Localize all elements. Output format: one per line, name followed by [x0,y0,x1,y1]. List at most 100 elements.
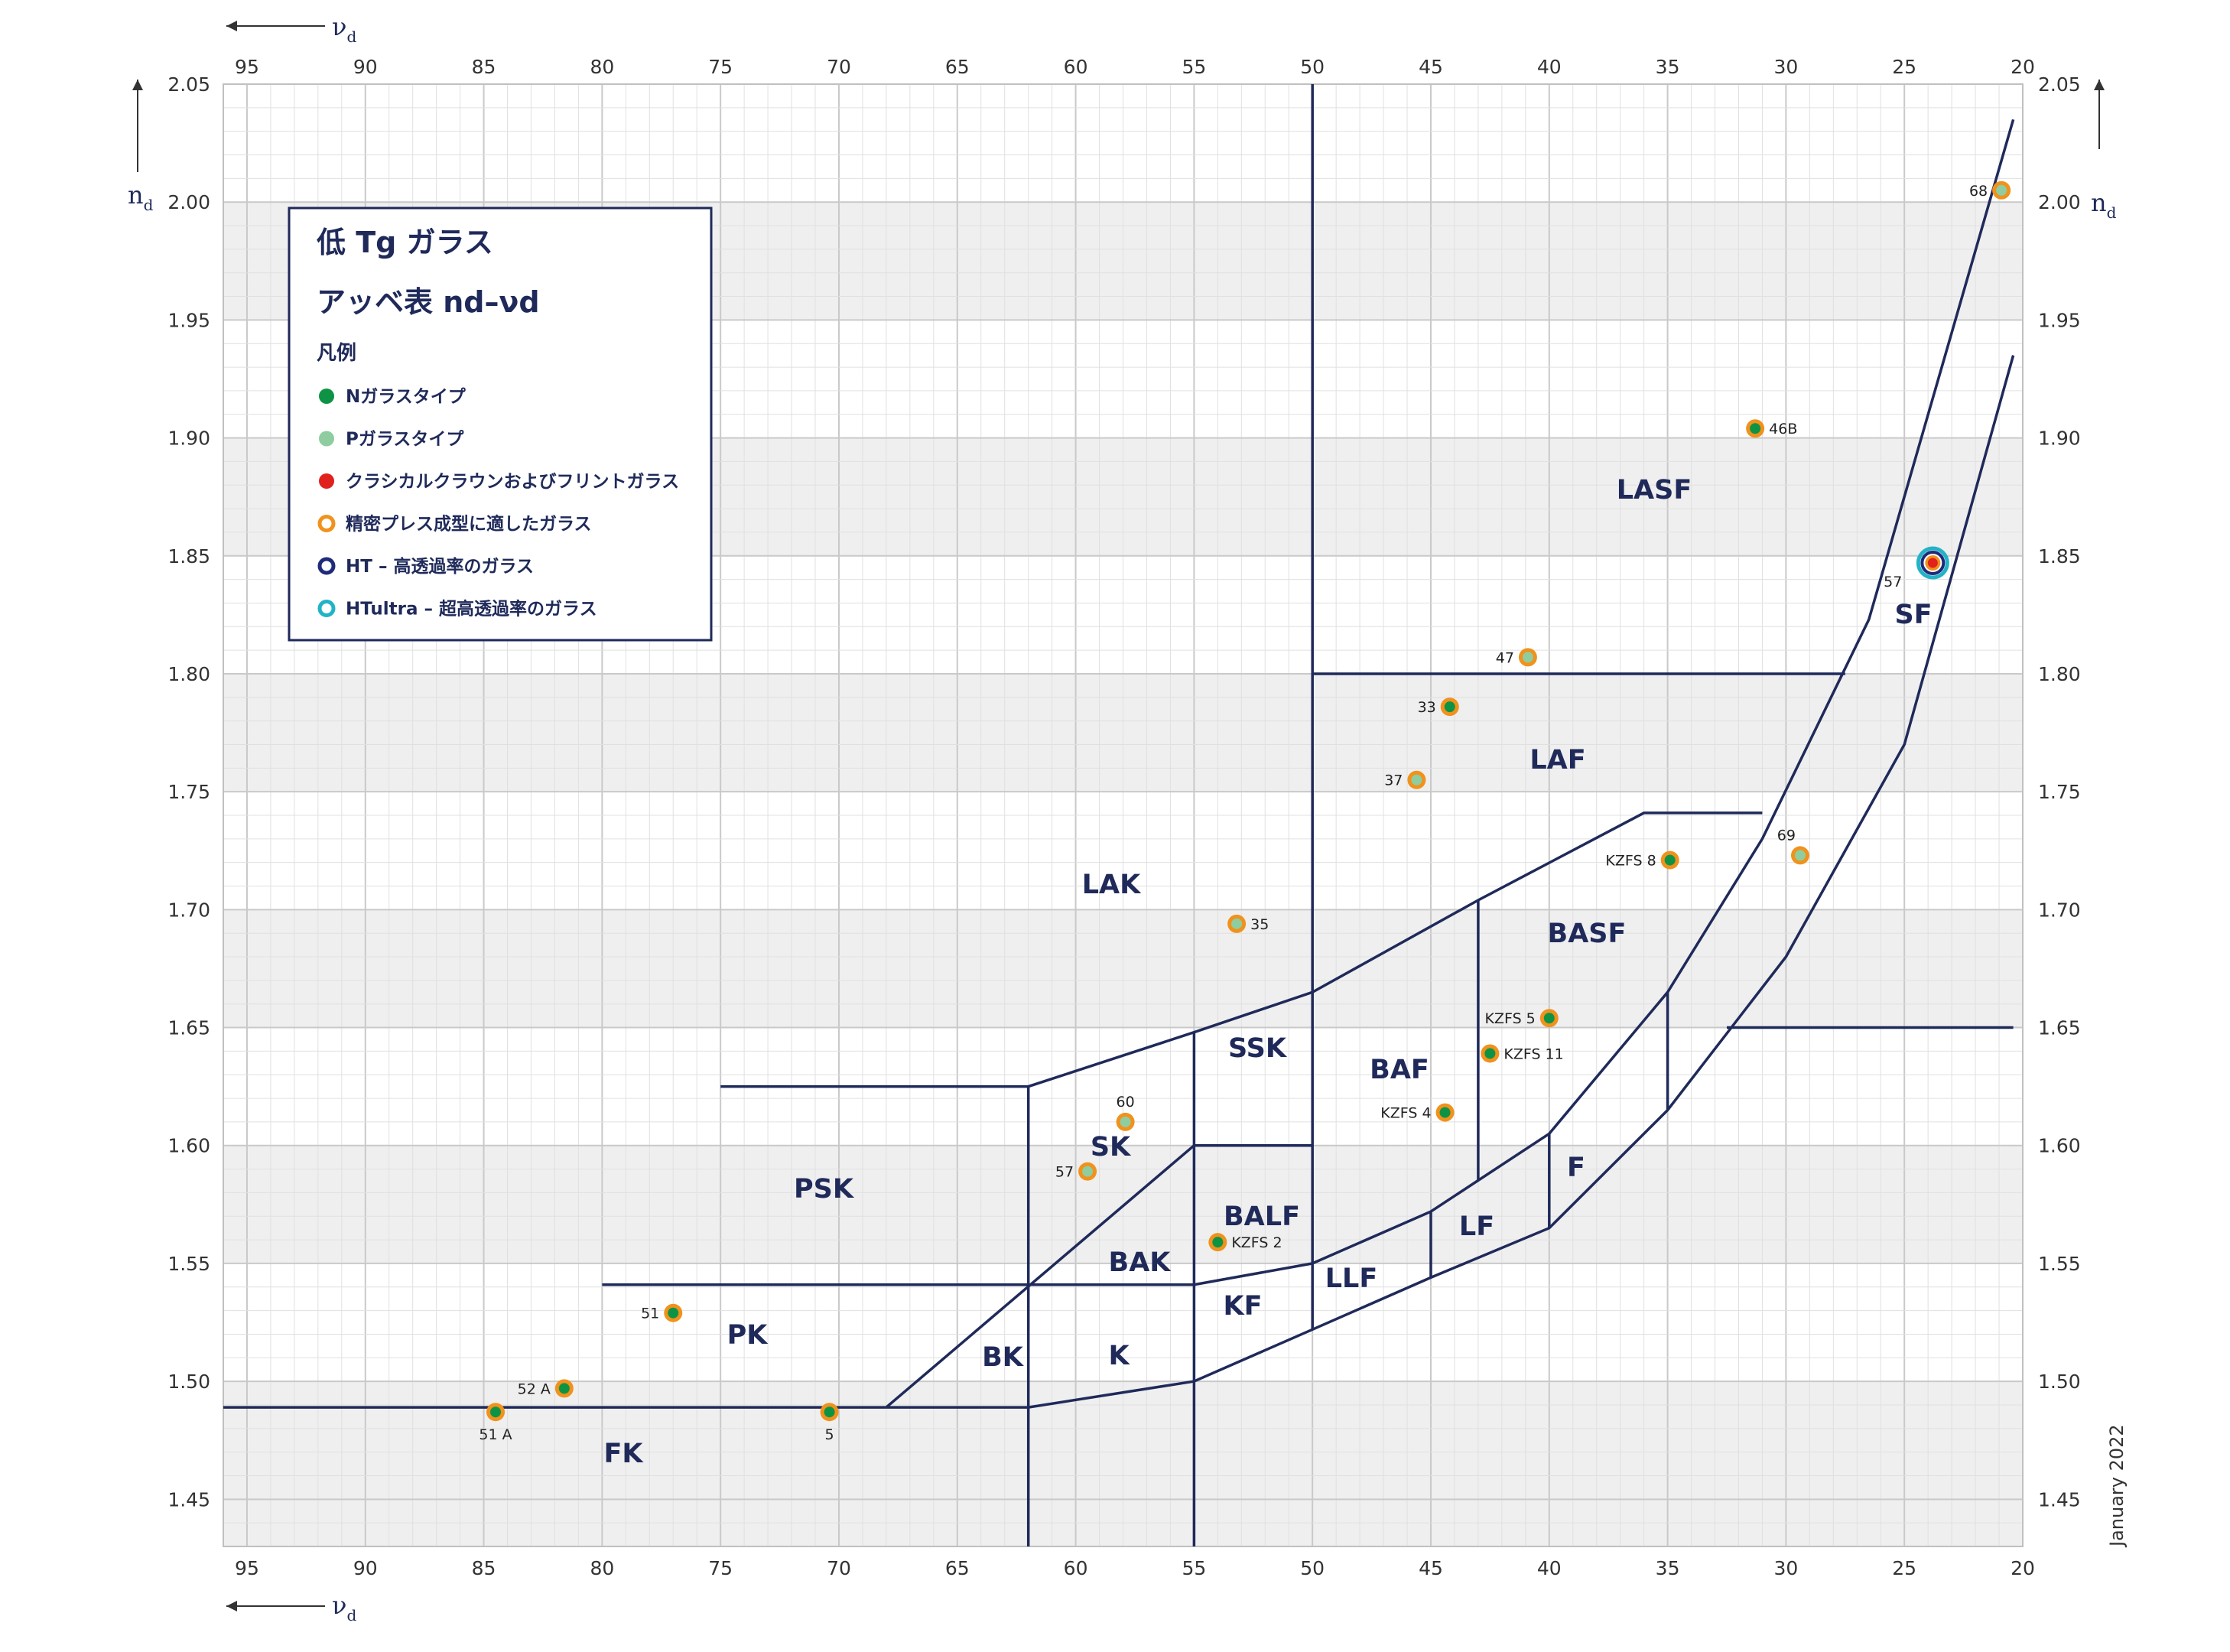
legend-item-label: 精密プレス成型に適したガラス [346,514,592,535]
y-tick-label-left: 1.45 [167,1488,210,1511]
x-tick-label-bottom: 70 [827,1557,851,1579]
x-tick-label-top: 60 [1064,56,1088,78]
legend-item: 精密プレス成型に適したガラス [317,514,592,535]
data-point [1794,850,1806,861]
data-point [1120,1116,1131,1127]
x-tick-label-top: 70 [827,56,851,78]
x-arrow-top-head [226,21,237,31]
y-tick-label-right: 1.80 [2038,663,2081,685]
point-label: 60 [1117,1094,1135,1111]
data-point [1484,1048,1496,1059]
x-tick-label-top: 55 [1182,56,1206,78]
region-label-balf: BALF [1224,1202,1300,1232]
x-tick-label-bottom: 55 [1182,1557,1206,1579]
x-tick-label-top: 95 [235,56,259,78]
data-point [1439,1107,1451,1118]
legend-item: Nガラスタイプ [319,387,466,407]
y-tick-label-left: 1.90 [167,428,210,450]
x-tick-label-bottom: 60 [1064,1557,1088,1579]
region-label-psk: PSK [794,1174,855,1205]
x-tick-label-top: 65 [945,56,970,78]
legend-marker [317,557,336,575]
region-label-ssk: SSK [1228,1033,1288,1064]
y-tick-label-right: 1.55 [2038,1253,2081,1275]
point-label: KZFS 5 [1485,1010,1536,1027]
x-tick-label-top: 50 [1300,56,1325,78]
x-tick-label-top: 45 [1419,56,1443,78]
data-point [1522,652,1533,663]
x-tick-label-top: 75 [708,56,733,78]
region-label-fk: FK [603,1439,644,1469]
y-tick-label-right: 1.75 [2038,781,2081,803]
x-tick-label-bottom: 65 [945,1557,970,1579]
data-point [1444,701,1455,713]
y-tick-label-left: 1.95 [167,309,210,331]
x-tick-label-bottom: 30 [1773,1557,1798,1579]
y-tick-label-left: 2.05 [167,73,210,96]
point-label: 33 [1418,699,1436,716]
y-tick-label-right: 1.85 [2038,545,2081,567]
y-tick-label-left: 1.65 [167,1017,210,1039]
y-tick-label-left: 1.85 [167,545,210,567]
y-tick-label-right: 1.50 [2038,1371,2081,1393]
region-label-basf: BASF [1548,919,1627,949]
point-label: KZFS 11 [1503,1046,1563,1062]
point-label: 68 [1969,183,1988,200]
y-tick-label-right: 1.60 [2038,1135,2081,1157]
point-label: KZFS 4 [1380,1105,1431,1122]
point-label: 5 [825,1426,834,1443]
y-tick-label-left: 1.60 [167,1135,210,1157]
y-axis-symbol-left: nd [128,180,154,214]
y-axis-symbol-right-subscript: d [2107,203,2117,222]
htultra-ring [1916,546,1949,580]
region-label-lf: LF [1459,1211,1494,1242]
data-point [1750,423,1761,434]
y-tick-label-right: 2.00 [2038,191,2081,213]
region-label-laf: LAF [1529,745,1585,776]
point-label: 37 [1384,772,1403,789]
x-tick-label-top: 85 [472,56,496,78]
region-label-f: F [1567,1153,1585,1183]
point-label: 51 A [479,1426,512,1443]
y-arrow-left-head [132,80,143,90]
data-point [1543,1013,1555,1024]
x-tick-label-bottom: 35 [1656,1557,1680,1579]
x-axis-symbol-bottom: νd [332,1591,356,1624]
region-label-k: K [1108,1341,1130,1371]
point-label: KZFS 8 [1605,853,1656,870]
y-tick-label-left: 1.70 [167,899,210,921]
y-tick-label-right: 1.45 [2038,1488,2081,1511]
legend-title: 低 Tg ガラス [317,226,493,259]
legend-heading: 凡例 [317,342,356,365]
legend-subtitle: アッベ表 nd–νd [317,285,540,319]
x-tick-label-bottom: 25 [1892,1557,1916,1579]
data-point [558,1383,570,1394]
legend-marker [317,600,336,617]
data-points: 51 A 52 A 51 5 KZFS 2 KZFS 4 KZFS 11 KZFS 5 33 KZ… [479,180,2011,1443]
legend-marker [319,389,334,404]
region-boundary [885,1143,1313,1409]
region-boundary [886,355,2015,1409]
x-tick-label-bottom: 20 [2011,1557,2035,1579]
y-tick-label-right: 1.95 [2038,309,2081,331]
legend: 低 Tg ガラス アッベ表 nd–νd 凡例 Nガラスタイプ Pガラスタイプクラシ… [288,206,713,642]
y-arrow-right-head [2094,80,2105,90]
x-tick-label-top: 30 [1773,56,1798,78]
axis-ticks: 95 95 90 90 85 85 80 80 75 75 70 70 65 65 60 60 55 55 50 50… [167,56,2080,1579]
glass-region-boundaries [223,84,2015,1546]
point-label: KZFS 2 [1231,1234,1282,1251]
x-tick-label-top: 90 [353,56,378,78]
legend-item-label: クラシカルクラウンおよびフリントガラス [346,472,679,492]
region-label-sk: SK [1091,1132,1132,1163]
data-point [668,1307,679,1319]
region-label-kf: KF [1223,1291,1262,1322]
point-label: 57 [1884,574,1902,590]
x-tick-label-bottom: 80 [590,1557,614,1579]
legend-item: HT – 高透過率のガラス [317,556,534,577]
point-label: 51 [641,1306,659,1322]
x-tick-label-bottom: 95 [235,1557,259,1579]
y-tick-label-left: 1.80 [167,663,210,685]
region-label-llf: LLF [1325,1263,1378,1294]
x-axis-symbol-top: νd [332,12,356,46]
legend-item: クラシカルクラウンおよびフリントガラス [319,472,679,492]
